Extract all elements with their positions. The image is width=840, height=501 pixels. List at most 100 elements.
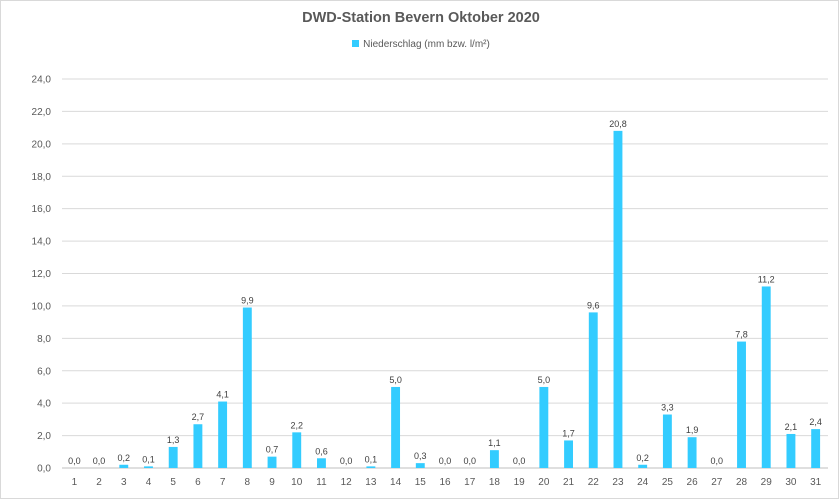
x-tick-label: 13	[365, 477, 377, 488]
data-label: 5,0	[389, 375, 402, 385]
bar	[564, 440, 573, 468]
x-tick-label: 16	[439, 477, 451, 488]
data-label: 1,9	[686, 425, 699, 435]
data-label: 0,6	[315, 446, 328, 456]
bar	[119, 464, 129, 468]
x-tick-label: 3	[121, 477, 127, 488]
x-tick-label: 28	[736, 477, 748, 488]
x-tick-label: 23	[612, 477, 624, 488]
y-tick-label: 16,0	[32, 204, 52, 215]
x-tick-label: 24	[637, 477, 649, 488]
bar	[811, 429, 821, 468]
data-label: 5,0	[538, 375, 551, 385]
data-label: 11,2	[758, 274, 775, 284]
data-label: 1,7	[562, 428, 575, 438]
data-label: 1,1	[488, 438, 501, 448]
y-tick-label: 4,0	[37, 399, 51, 410]
bar	[193, 424, 203, 468]
x-tick-label: 25	[662, 477, 674, 488]
x-tick-label: 18	[489, 477, 501, 488]
x-tick-label: 10	[291, 477, 303, 488]
bar	[366, 466, 376, 468]
y-tick-label: 24,0	[32, 75, 52, 86]
legend-label: Niederschlag (mm bzw. l/m²)	[363, 39, 490, 50]
legend-swatch	[352, 40, 360, 47]
bar	[168, 446, 178, 468]
bar	[662, 414, 672, 468]
data-label: 3,3	[661, 403, 674, 413]
data-label: 0,0	[711, 456, 724, 466]
bar	[144, 466, 153, 468]
bar	[687, 437, 697, 468]
x-tick-label: 27	[711, 477, 723, 488]
bar	[638, 464, 648, 468]
bar	[761, 286, 771, 468]
bar	[267, 456, 277, 468]
x-tick-label: 20	[538, 477, 550, 488]
data-label: 0,0	[68, 456, 81, 466]
bar	[737, 341, 746, 468]
bar	[317, 458, 326, 468]
data-label: 2,7	[192, 412, 205, 422]
bar	[786, 433, 796, 468]
x-tick-label: 17	[464, 477, 476, 488]
data-label: 7,8	[735, 330, 748, 340]
x-tick-label: 22	[588, 477, 600, 488]
x-tick-label: 12	[341, 477, 353, 488]
data-label: 0,1	[142, 454, 155, 464]
x-tick-label: 6	[195, 477, 201, 488]
x-tick-label: 15	[415, 477, 427, 488]
data-label: 4,1	[216, 390, 229, 400]
data-label: 0,3	[414, 451, 427, 461]
data-label: 1,3	[167, 435, 180, 445]
y-tick-label: 20,0	[32, 139, 52, 150]
bar	[242, 307, 252, 468]
data-label: 0,7	[266, 445, 279, 455]
y-tick-label: 0,0	[37, 464, 51, 475]
x-tick-label: 9	[269, 477, 275, 488]
x-tick-label: 31	[810, 477, 822, 488]
x-tick-label: 21	[563, 477, 575, 488]
y-tick-label: 10,0	[32, 301, 52, 312]
y-tick-label: 8,0	[37, 334, 51, 345]
chart-title: DWD-Station Bevern Oktober 2020	[302, 10, 540, 26]
data-label: 9,9	[241, 296, 254, 306]
data-label: 9,6	[587, 300, 600, 310]
data-label: 0,0	[340, 456, 353, 466]
bar	[613, 130, 623, 468]
x-tick-label: 19	[514, 477, 526, 488]
x-tick-label: 26	[687, 477, 699, 488]
x-tick-label: 11	[316, 477, 327, 488]
data-label: 0,0	[513, 456, 526, 466]
x-tick-label: 29	[761, 477, 773, 488]
y-tick-label: 18,0	[32, 172, 52, 183]
x-tick-label: 14	[390, 477, 402, 488]
x-tick-label: 7	[220, 477, 226, 488]
x-tick-label: 5	[170, 477, 176, 488]
data-label: 2,2	[290, 420, 303, 430]
data-label: 0,0	[439, 456, 452, 466]
x-tick-label: 2	[96, 477, 102, 488]
data-label: 0,1	[365, 454, 378, 464]
y-tick-label: 6,0	[37, 366, 51, 377]
data-label: 0,2	[118, 453, 131, 463]
data-label: 0,0	[93, 456, 106, 466]
bar	[415, 463, 425, 468]
legend: Niederschlag (mm bzw. l/m²)	[1, 39, 840, 50]
bar	[539, 386, 549, 468]
bar	[489, 450, 499, 468]
data-label: 20,8	[609, 119, 627, 129]
y-tick-label: 2,0	[37, 431, 51, 442]
y-tick-label: 14,0	[32, 237, 52, 248]
bar	[292, 432, 302, 468]
x-tick-label: 30	[785, 477, 797, 488]
x-tick-label: 4	[146, 477, 152, 488]
y-tick-label: 22,0	[32, 107, 52, 118]
x-tick-label: 1	[72, 477, 78, 488]
data-label: 2,1	[785, 422, 798, 432]
x-tick-label: 8	[245, 477, 251, 488]
bar	[391, 386, 401, 468]
y-tick-label: 12,0	[32, 269, 52, 280]
